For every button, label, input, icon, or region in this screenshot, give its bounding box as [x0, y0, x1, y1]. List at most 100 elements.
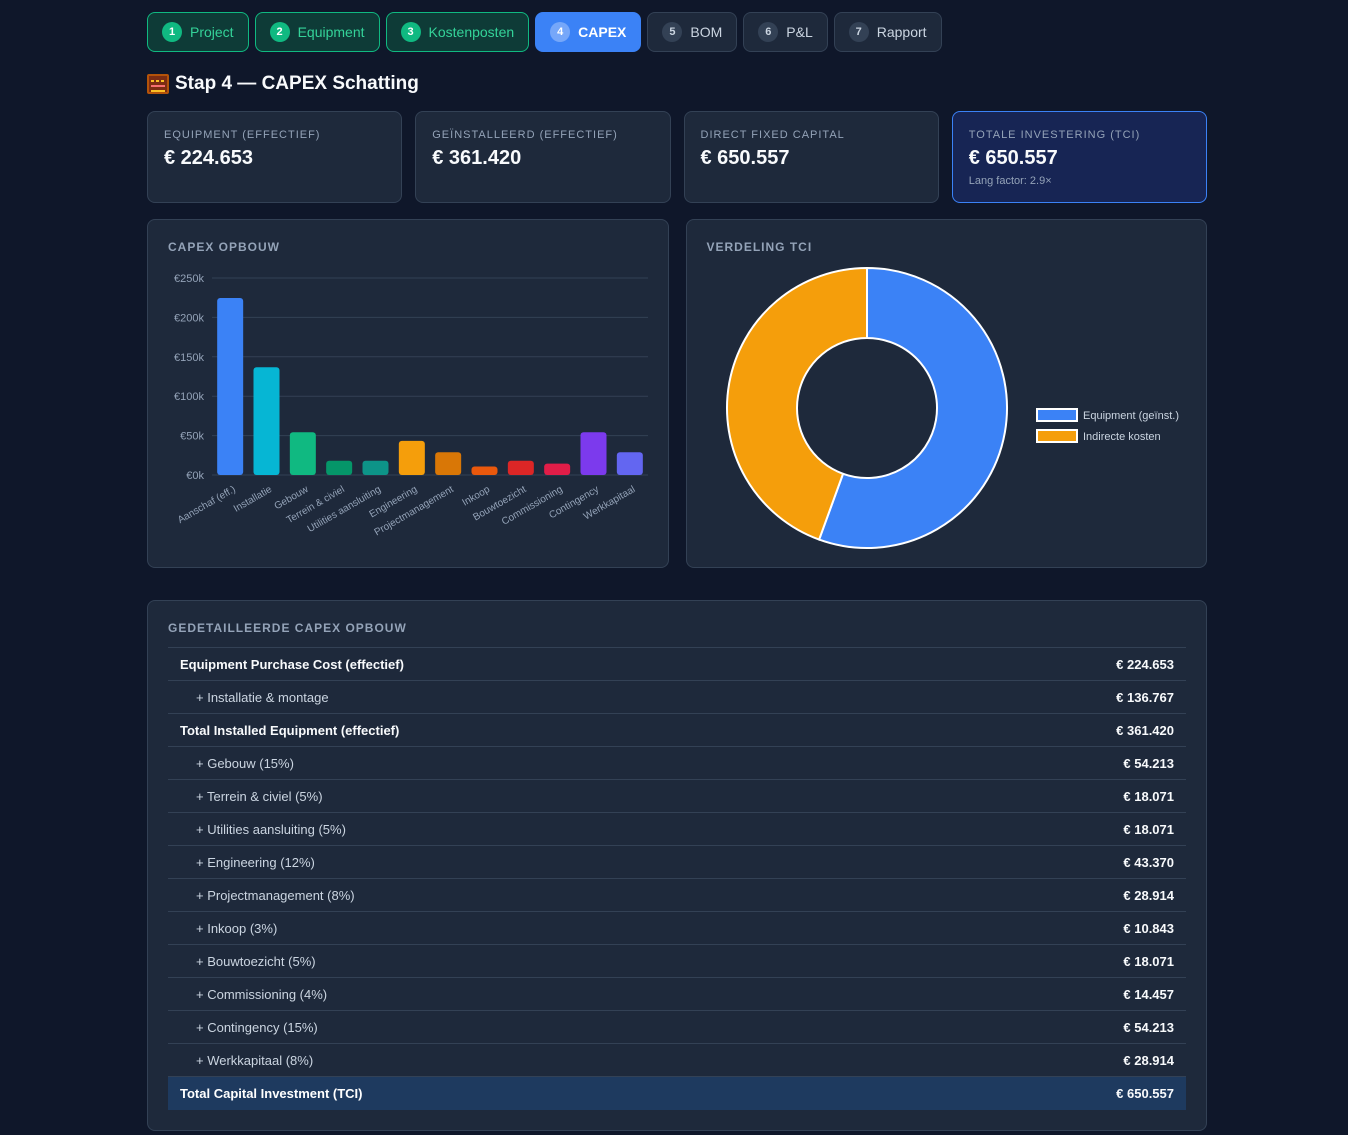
kpi-value: € 650.557: [968, 147, 1058, 169]
kpi-row: Equipment (effectief) € 224.653 Geïnstal…: [147, 111, 1207, 203]
bar[interactable]: [362, 460, 389, 475]
step-number: 1: [162, 22, 182, 42]
tci-donut-card: VERDELING TCI Equipment (geïnst.) Indirec…: [685, 219, 1207, 568]
bar[interactable]: [507, 460, 534, 475]
table-row: + Engineering (12%) € 43.370: [168, 846, 1186, 879]
step-rapport[interactable]: 7 Rapport: [833, 12, 942, 52]
donut-chart-title: VERDELING TCI: [706, 240, 813, 254]
row-amount: € 650.557: [1116, 1086, 1174, 1101]
row-amount: € 28.914: [1123, 887, 1174, 903]
chart-row: CAPEX OPBOUW €0k €50k €100k €150k €200k €250k…: [147, 219, 1207, 568]
table-row: + Contingency (15%) € 54.213: [168, 1011, 1186, 1044]
row-amount: € 10.843: [1123, 920, 1174, 936]
kpi-label: Totale Investering (TCI): [968, 129, 1141, 141]
step-number: 7: [848, 22, 869, 42]
bar-chart-title: CAPEX OPBOUW: [168, 240, 281, 254]
legend-label: Indirecte kosten: [1083, 431, 1161, 443]
step-number: 6: [758, 22, 779, 42]
step-label: Project: [190, 24, 234, 40]
donut-slice[interactable]: [817, 266, 1008, 549]
app-root: 1 Project 2 Equipment 3 Kostenposten 4 CAPEX…: [147, 12, 1207, 1131]
bar[interactable]: [616, 452, 643, 475]
bar[interactable]: [435, 452, 462, 475]
step-label: Kostenposten: [428, 24, 515, 40]
kpi-label: Geïnstalleerd (effectief): [432, 129, 618, 141]
step-pl[interactable]: 6 P&L: [743, 12, 828, 52]
row-amount: € 136.767: [1116, 689, 1174, 705]
row-label: + Commissioning (4%): [196, 986, 328, 1002]
row-label: + Gebouw (15%): [196, 755, 294, 771]
kpi-card-equipment: Equipment (effectief) € 224.653: [147, 111, 403, 203]
donut-slice[interactable]: [725, 266, 868, 541]
row-label: + Werkkapitaal (8%): [196, 1052, 314, 1068]
row-label: + Engineering (12%): [196, 854, 315, 870]
table-row: + Werkkapitaal (8%) € 28.914: [168, 1044, 1186, 1077]
row-label: Total Capital Investment (TCI): [180, 1086, 363, 1101]
row-amount: € 28.914: [1123, 1052, 1174, 1068]
row-label: + Utilities aansluiting (5%): [196, 821, 346, 837]
step-number: 4: [550, 22, 571, 42]
x-tick-label: Installatie: [232, 484, 274, 515]
capex-bar-card: CAPEX OPBOUW €0k €50k €100k €150k €200k €250k…: [147, 219, 669, 568]
bar[interactable]: [326, 460, 353, 475]
table-row: Total Capital Investment (TCI) € 650.557: [168, 1077, 1186, 1110]
table-row: + Commissioning (4%) € 14.457: [168, 978, 1186, 1011]
step-kostenposten[interactable]: 3 Kostenposten: [385, 12, 530, 52]
abacus-icon: [147, 74, 169, 94]
table-row: + Terrein & civiel (5%) € 18.071: [168, 780, 1186, 813]
page-title: Stap 4 — CAPEX Schatting: [147, 72, 1207, 96]
table-row: + Bouwtoezicht (5%) € 18.071: [168, 945, 1186, 978]
row-amount: € 14.457: [1123, 986, 1174, 1002]
y-tick-label: €50k: [180, 431, 204, 443]
kpi-card-installed: Geïnstalleerd (effectief) € 361.420: [415, 111, 671, 203]
table-row: Equipment Purchase Cost (effectief) € 224…: [168, 648, 1186, 681]
step-capex[interactable]: 4 CAPEX: [535, 12, 642, 52]
row-label: + Inkoop (3%): [196, 920, 278, 936]
bar[interactable]: [580, 432, 607, 475]
tci-donut-chart: Equipment (geïnst.) Indirecte kosten: [725, 266, 1179, 549]
kpi-value: € 650.557: [700, 147, 790, 169]
step-number: 5: [662, 22, 683, 42]
step-bom[interactable]: 5 BOM: [647, 12, 738, 52]
row-label: + Terrein & civiel (5%): [196, 788, 323, 804]
kpi-card-tci: Totale Investering (TCI) € 650.557 Lang …: [951, 111, 1207, 203]
bar[interactable]: [253, 367, 280, 475]
table-title: GEDETAILLEERDE CAPEX OPBOUW: [168, 621, 407, 635]
y-tick-label: €200k: [174, 312, 204, 324]
step-label: Rapport: [876, 24, 927, 40]
row-label: + Bouwtoezicht (5%): [196, 953, 316, 969]
legend-swatch: [1035, 408, 1078, 422]
table-row: + Gebouw (15%) € 54.213: [168, 747, 1186, 780]
kpi-value: € 224.653: [164, 147, 253, 169]
bar[interactable]: [471, 466, 498, 475]
kpi-value: € 361.420: [432, 147, 522, 169]
kpi-label: Direct Fixed Capital: [700, 129, 845, 141]
table-row: + Projectmanagement (8%) € 28.914: [168, 879, 1186, 912]
y-tick-label: €150k: [174, 352, 204, 364]
row-amount: € 18.071: [1123, 953, 1174, 969]
kpi-sub: Lang factor: 2.9×: [968, 175, 1052, 187]
bar[interactable]: [544, 463, 571, 475]
step-label: BOM: [690, 24, 723, 40]
step-equipment[interactable]: 2 Equipment: [254, 12, 380, 52]
row-label: + Projectmanagement (8%): [196, 887, 355, 903]
y-tick-label: €250k: [174, 273, 204, 285]
legend-label: Equipment (geïnst.): [1083, 410, 1179, 422]
legend-swatch: [1035, 429, 1078, 443]
row-amount: € 54.213: [1123, 1019, 1174, 1035]
row-label: Equipment Purchase Cost (effectief): [180, 656, 404, 672]
table-row: + Inkoop (3%) € 10.843: [168, 912, 1186, 945]
bar[interactable]: [217, 297, 244, 475]
row-amount: € 18.071: [1123, 788, 1174, 804]
step-project[interactable]: 1 Project: [147, 12, 249, 52]
row-label: + Contingency (15%): [196, 1019, 318, 1035]
row-label: + Installatie & montage: [196, 689, 329, 705]
step-number: 3: [400, 22, 421, 42]
bar[interactable]: [398, 440, 425, 475]
capex-table: Equipment Purchase Cost (effectief) € 224…: [168, 647, 1186, 1110]
step-label: Equipment: [297, 24, 365, 40]
bar[interactable]: [289, 432, 316, 475]
row-amount: € 361.420: [1116, 722, 1174, 738]
capex-detail-card: GEDETAILLEERDE CAPEX OPBOUW Equipment Pu…: [147, 600, 1207, 1131]
table-row: + Installatie & montage € 136.767: [168, 681, 1186, 714]
